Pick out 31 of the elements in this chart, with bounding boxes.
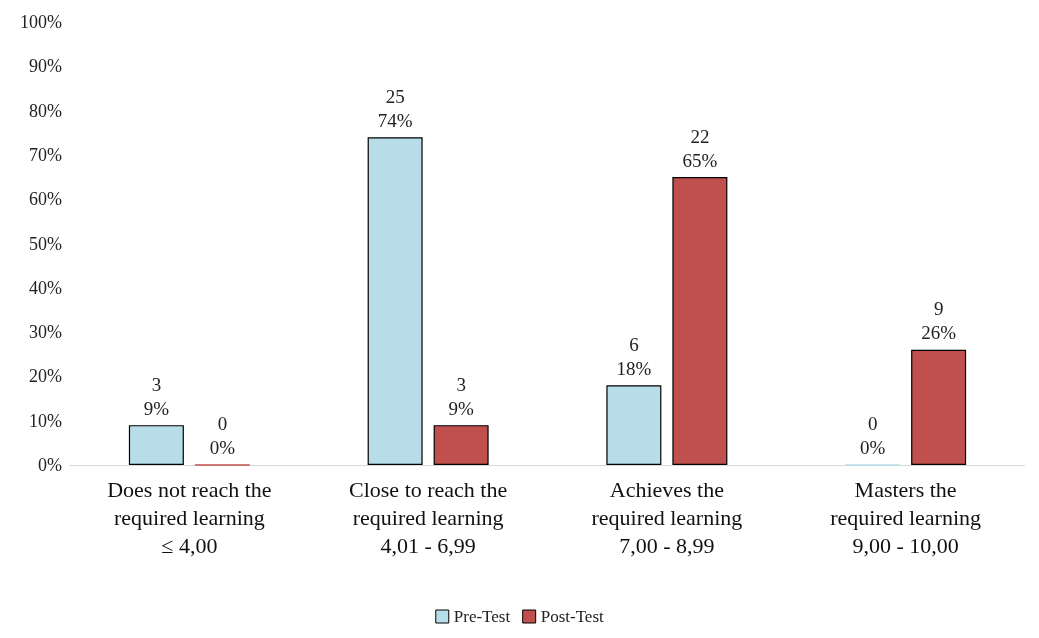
data-label: 22 65%	[682, 125, 718, 171]
data-label: 6 18%	[616, 333, 652, 379]
y-tick-label: 10%	[29, 410, 62, 431]
bar	[672, 177, 728, 465]
bar	[128, 425, 184, 465]
y-tick-label: 30%	[29, 322, 62, 343]
x-tick-label: Achieves the required learning 7,00 - 8,99	[591, 476, 743, 558]
y-tick-label: 80%	[29, 100, 62, 121]
y-tick-label: 50%	[29, 233, 62, 254]
y-tick-label: 100%	[20, 12, 62, 32]
bar	[367, 137, 423, 465]
data-label: 0 0%	[209, 413, 236, 458]
data-label: 9 26%	[921, 298, 957, 344]
x-tick-label: Masters the required learning 9,00 - 10,00	[830, 476, 982, 558]
x-tick-label: Does not reach the required learning ≤ 4,00	[107, 476, 272, 558]
y-tick-label: 0%	[38, 455, 62, 475]
legend-label: Post-Test	[540, 607, 604, 626]
y-tick-label: 70%	[29, 144, 62, 165]
y-tick-label: 90%	[29, 56, 62, 77]
data-label: 3 9%	[448, 373, 474, 419]
y-tick-label: 40%	[29, 277, 62, 298]
bar	[433, 425, 489, 465]
y-tick-label: 20%	[29, 366, 62, 387]
x-tick-label: Close to reach the required learning 4,01 - 6,99	[349, 476, 508, 558]
bar	[911, 349, 967, 465]
data-label: 25 74%	[377, 85, 413, 131]
bar	[606, 385, 662, 465]
data-label: 0 0%	[859, 413, 886, 458]
y-tick-label: 60%	[29, 189, 62, 210]
legend-label: Pre-Test	[453, 607, 511, 626]
data-label: 3 9%	[143, 373, 170, 419]
